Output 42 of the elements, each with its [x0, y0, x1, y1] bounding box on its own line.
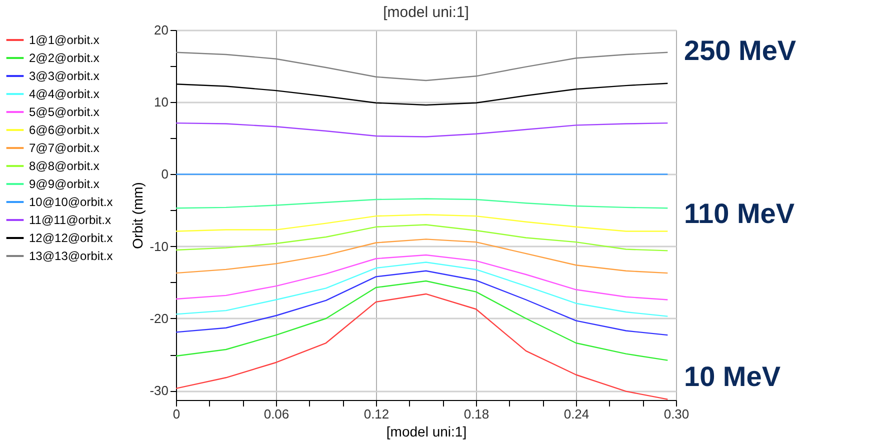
y-axis-title: Orbit (mm)	[130, 182, 146, 249]
line-series	[176, 198, 668, 209]
y-tick-label: -30	[150, 383, 168, 398]
x-tick-label: 0.06	[264, 406, 290, 422]
line-series	[176, 280, 668, 361]
legend-label: 13@13@orbit.x	[29, 249, 113, 263]
x-tick-label: 0	[172, 406, 180, 422]
legend-label: 6@6@orbit.x	[29, 123, 100, 137]
text: 110 MeV	[684, 198, 795, 229]
y-tick-label: 10	[154, 94, 168, 110]
y-tick-label: -10	[150, 238, 168, 254]
y-tick-label: -20	[150, 311, 168, 326]
legend-label: 5@5@orbit.x	[29, 105, 100, 119]
line-series	[176, 122, 668, 138]
legend-label: 1@1@orbit.x	[29, 33, 100, 47]
line-series	[176, 254, 668, 300]
x-tick-label: 0.30	[664, 406, 690, 422]
line-series	[176, 270, 668, 336]
legend-label: 11@11@orbit.x	[29, 213, 111, 227]
text: 250 MeV	[684, 35, 796, 66]
legend-label: 12@12@orbit.x	[29, 231, 113, 245]
line-series	[176, 262, 668, 317]
x-tick-label: 0.24	[564, 406, 590, 422]
chart-title: [model uni:1]	[383, 4, 469, 21]
text: 10 MeV	[684, 360, 781, 392]
line-series	[176, 238, 668, 274]
legend-label: 9@9@orbit.x	[29, 177, 100, 191]
legend-label: 4@4@orbit.x	[29, 87, 100, 101]
line-series	[176, 52, 668, 82]
line-series	[176, 214, 668, 232]
legend-label: 8@8@orbit.x	[29, 159, 100, 173]
y-tick-label: 20	[154, 22, 168, 38]
x-tick-label: 0.18	[464, 406, 490, 422]
y-tick-label: 0	[161, 166, 168, 182]
legend-label: 10@10@orbit.x	[29, 195, 113, 209]
line-series	[176, 224, 668, 252]
legend-label: 2@2@orbit.x	[29, 51, 100, 65]
legend-label: 3@3@orbit.x	[29, 69, 100, 83]
line-series	[176, 293, 668, 400]
legend-label: 7@7@orbit.x	[29, 141, 100, 155]
x-tick-label: 0.12	[364, 406, 390, 422]
x-axis-title: [model uni:1]	[386, 424, 467, 440]
